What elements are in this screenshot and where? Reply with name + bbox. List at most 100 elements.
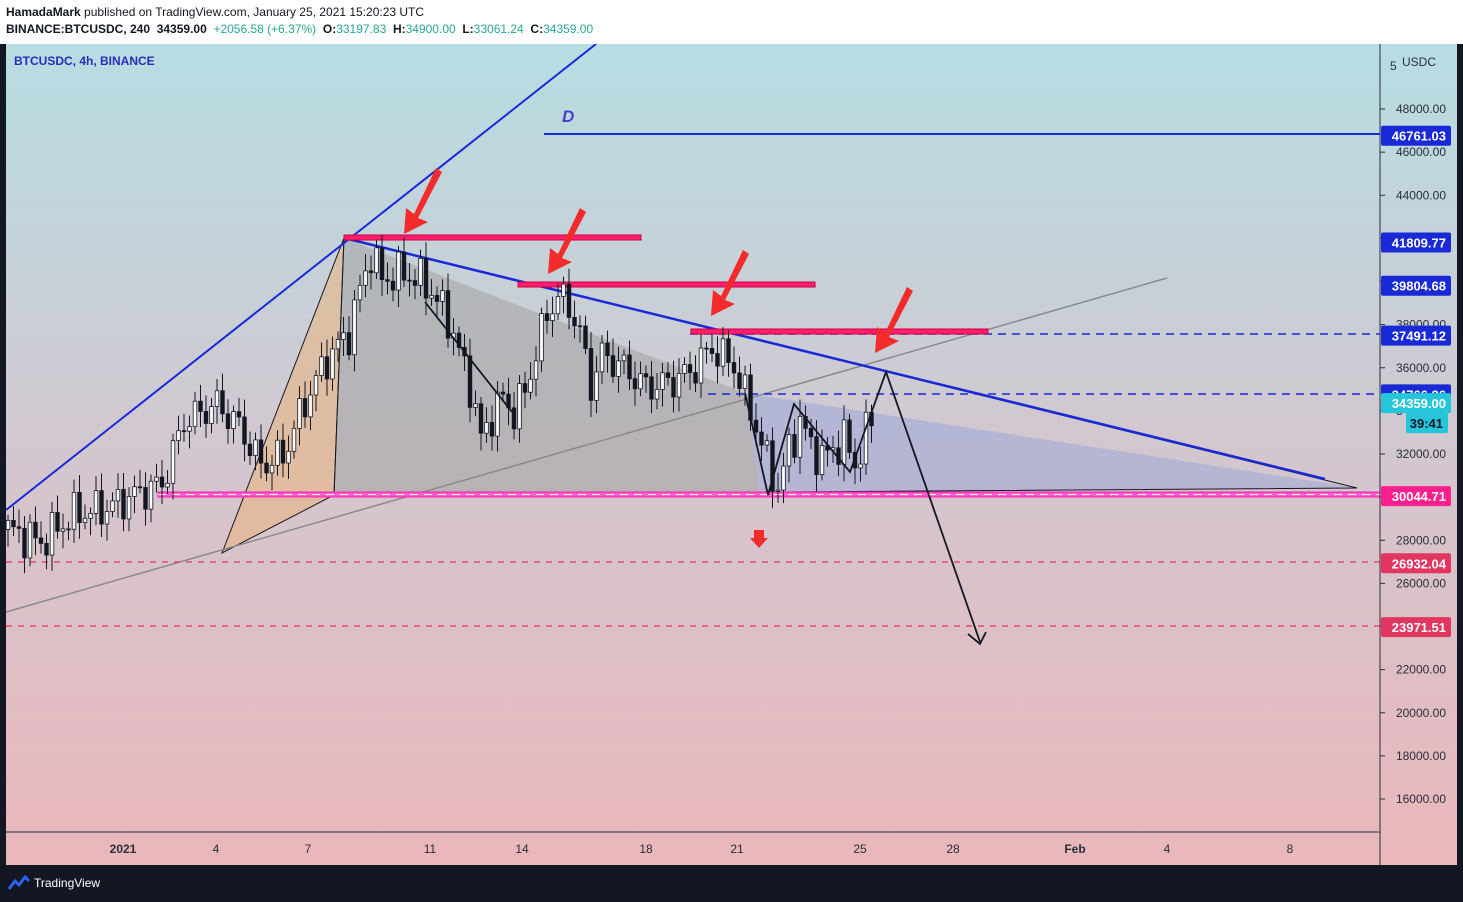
candle-bear[interactable] bbox=[38, 537, 44, 544]
candle-bear[interactable] bbox=[753, 419, 759, 433]
candle-bull[interactable] bbox=[275, 439, 280, 466]
candle-bull[interactable] bbox=[786, 434, 792, 467]
candle-bear[interactable] bbox=[22, 527, 27, 559]
projection-path[interactable] bbox=[744, 369, 981, 643]
candle-bear[interactable] bbox=[715, 353, 720, 367]
candle-bull[interactable] bbox=[863, 411, 869, 465]
pattern-triangle-blue[interactable] bbox=[745, 393, 1357, 493]
resistance-bar-2[interactable] bbox=[517, 281, 816, 288]
candle-bear[interactable] bbox=[66, 528, 71, 531]
candle-bull[interactable] bbox=[781, 465, 786, 491]
candle-bull[interactable] bbox=[165, 482, 170, 488]
candle-bear[interactable] bbox=[770, 440, 775, 492]
candle-bear[interactable] bbox=[577, 325, 583, 328]
time-axis[interactable]: 2021 4 7 11 14 18 21 25 28 Feb 4 8 bbox=[110, 842, 1294, 856]
candle-bear[interactable] bbox=[445, 290, 451, 339]
candle-bull[interactable] bbox=[60, 528, 66, 532]
author-name[interactable]: HamadaMark bbox=[6, 5, 81, 19]
candle-bull[interactable] bbox=[533, 360, 539, 380]
candle-bull[interactable] bbox=[429, 294, 434, 299]
candle-bear[interactable] bbox=[478, 403, 484, 434]
candle-bull[interactable] bbox=[313, 375, 319, 396]
candle-bear[interactable] bbox=[467, 355, 473, 408]
candle-bear[interactable] bbox=[643, 373, 649, 378]
candle-bear[interactable] bbox=[814, 436, 819, 476]
candle-bear[interactable] bbox=[489, 422, 495, 437]
candle-bull[interactable] bbox=[6, 520, 11, 530]
candle-bear[interactable] bbox=[346, 332, 352, 356]
candle-bear[interactable] bbox=[511, 407, 517, 430]
candle-bull[interactable] bbox=[319, 356, 324, 376]
candle-bear[interactable] bbox=[181, 430, 187, 433]
candle-bear[interactable] bbox=[693, 372, 698, 384]
candle-bear[interactable] bbox=[792, 434, 797, 458]
candle-bull[interactable] bbox=[517, 383, 522, 430]
candle-bull[interactable] bbox=[170, 440, 176, 484]
candle-bull[interactable] bbox=[110, 500, 115, 512]
candle-bull[interactable] bbox=[93, 490, 99, 514]
candle-bull[interactable] bbox=[104, 511, 110, 525]
chart-area[interactable]: D BTCUSDC, 4h, BINANCE 48000.00 46000.00 4… bbox=[6, 44, 1457, 865]
candle-bull[interactable] bbox=[720, 338, 726, 367]
candle-bear[interactable] bbox=[583, 325, 588, 349]
candle-bull[interactable] bbox=[49, 512, 55, 556]
candle-bull[interactable] bbox=[187, 426, 192, 432]
candle-bear[interactable] bbox=[137, 486, 143, 489]
candle-bear[interactable] bbox=[649, 376, 654, 400]
candle-bull[interactable] bbox=[797, 415, 803, 458]
candle-bear[interactable] bbox=[605, 342, 610, 357]
candle-bear[interactable] bbox=[159, 476, 165, 488]
candle-bear[interactable] bbox=[665, 372, 671, 378]
candle-bear[interactable] bbox=[737, 372, 742, 390]
candle-bear[interactable] bbox=[632, 378, 638, 390]
candle-bull[interactable] bbox=[88, 513, 93, 519]
candle-bear[interactable] bbox=[627, 354, 632, 380]
candle-bear[interactable] bbox=[33, 521, 38, 539]
candle-bull[interactable] bbox=[209, 406, 214, 424]
candle-bull[interactable] bbox=[330, 348, 335, 380]
candle-bull[interactable] bbox=[115, 488, 121, 502]
footer-brand[interactable]: TradingView bbox=[34, 876, 101, 890]
candle-bear[interactable] bbox=[16, 526, 22, 529]
candle-bear[interactable] bbox=[731, 362, 737, 374]
candle-bear[interactable] bbox=[671, 377, 676, 398]
candle-bear[interactable] bbox=[390, 280, 396, 291]
candle-bear[interactable] bbox=[77, 492, 82, 523]
candle-bull[interactable] bbox=[594, 371, 599, 401]
candle-bear[interactable] bbox=[401, 251, 407, 281]
candle-bear[interactable] bbox=[759, 431, 764, 446]
candle-bear[interactable] bbox=[368, 270, 374, 274]
candle-bull[interactable] bbox=[819, 445, 825, 476]
candle-bear[interactable] bbox=[423, 257, 429, 299]
candle-bull[interactable] bbox=[858, 463, 863, 469]
candle-bull[interactable] bbox=[341, 332, 346, 340]
candle-bear[interactable] bbox=[544, 313, 550, 321]
candle-bear[interactable] bbox=[225, 413, 231, 430]
candle-bull[interactable] bbox=[616, 360, 621, 377]
candle-bear[interactable] bbox=[236, 411, 242, 418]
candle-bear[interactable] bbox=[302, 398, 308, 418]
candle-bull[interactable] bbox=[638, 373, 643, 390]
candle-bull[interactable] bbox=[676, 373, 682, 398]
candle-bull[interactable] bbox=[269, 464, 275, 474]
candle-bull[interactable] bbox=[561, 283, 566, 297]
candle-bull[interactable] bbox=[396, 251, 401, 291]
candle-bear[interactable] bbox=[456, 332, 462, 348]
candle-bear[interactable] bbox=[803, 415, 808, 429]
candle-bear[interactable] bbox=[324, 356, 330, 380]
candle-bear[interactable] bbox=[385, 279, 390, 282]
candle-bull[interactable] bbox=[473, 403, 478, 408]
candle-bull[interactable] bbox=[484, 422, 489, 434]
candle-bull[interactable] bbox=[599, 342, 605, 373]
candle-bull[interactable] bbox=[841, 419, 847, 465]
candle-bear[interactable] bbox=[264, 462, 269, 474]
candle-bull[interactable] bbox=[132, 486, 137, 497]
candle-bear[interactable] bbox=[198, 400, 203, 412]
candle-bull[interactable] bbox=[148, 480, 154, 510]
candle-bull[interactable] bbox=[154, 476, 159, 482]
candle-bear[interactable] bbox=[709, 348, 715, 354]
candle-bear[interactable] bbox=[379, 247, 385, 281]
candle-bear[interactable] bbox=[11, 520, 16, 528]
candle-bull[interactable] bbox=[764, 440, 770, 446]
candle-bull[interactable] bbox=[742, 374, 748, 390]
